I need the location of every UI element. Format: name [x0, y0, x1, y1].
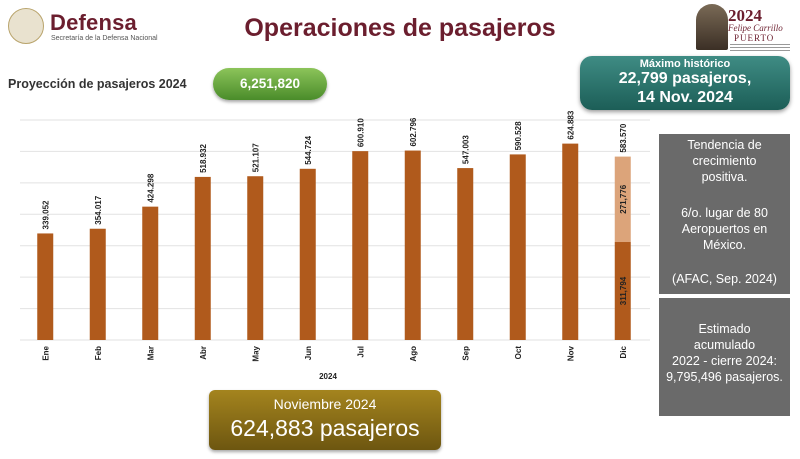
trend-box: Tendencia de crecimiento positiva. 6/o. … — [659, 134, 790, 294]
x-tick-label: Jun — [304, 346, 313, 360]
trend-line-2: crecimiento — [692, 154, 757, 168]
defensa-logo: Defensa Secretaría de la Defensa Naciona… — [8, 8, 228, 44]
bar-oct — [509, 154, 526, 340]
trend-line-4: 6/o. lugar de 80 — [681, 206, 768, 220]
year-logo-name: Felipe Carrillo — [728, 23, 783, 33]
november-title: Noviembre 2024 — [273, 396, 377, 412]
record-title: Máximo histórico — [639, 58, 731, 70]
accum-line-2: acumulado — [693, 338, 756, 352]
bar-inner-label: 271,776 — [619, 184, 628, 213]
brand-subtitle: Secretaría de la Defensa Nacional — [51, 35, 158, 42]
bar-value-label: 544.724 — [304, 135, 313, 164]
year-logo-lastname: PUERTO — [734, 33, 775, 43]
bar-abr — [194, 176, 211, 340]
november-box: Noviembre 2024 624,883 pasajeros — [209, 390, 441, 450]
bar-feb — [89, 228, 106, 340]
x-tick-label: Feb — [94, 346, 103, 360]
portrait-icon — [696, 4, 728, 50]
projection-label: Proyección de pasajeros 2024 — [8, 77, 187, 91]
bar-dic-projected — [614, 156, 631, 243]
x-tick-label: Ago — [409, 346, 418, 362]
bar-nov — [562, 143, 579, 340]
bar-value-label: 583.570 — [619, 123, 628, 152]
bar-dic-real — [614, 242, 631, 340]
trend-line-1: Tendencia de — [687, 138, 762, 152]
accum-line-1: Estimado — [698, 322, 751, 336]
bar-value-label: 547.003 — [461, 135, 470, 164]
x-tick-label: Sep — [461, 346, 470, 361]
year-logo-text: 2024 — [728, 6, 762, 25]
x-tick-label: Jul — [356, 346, 365, 358]
bar-value-label: 518.932 — [199, 143, 208, 172]
record-box: Máximo histórico 22,799 pasajeros, 14 No… — [580, 56, 790, 110]
bar-ago — [404, 150, 421, 340]
bar-value-label: 521.107 — [251, 143, 260, 172]
national-seal-icon — [8, 8, 44, 44]
chart-bars — [37, 143, 631, 340]
x-axis-title: 2024 — [319, 372, 337, 381]
passengers-bar-chart: 339.052 Ene 354.017 Feb 424.298 Mar 518.932 Abr… — [20, 110, 650, 381]
x-tick-label: Mar — [146, 346, 155, 360]
x-tick-label: Dic — [619, 345, 628, 358]
record-date: 14 Nov. 2024 — [637, 89, 733, 106]
x-tick-label: May — [251, 345, 260, 361]
bar-mar — [142, 206, 159, 340]
november-value: 624,883 pasajeros — [230, 415, 420, 441]
x-tick-label: Nov — [566, 345, 575, 361]
bar-value-label: 424.298 — [146, 173, 155, 202]
bar-value-label: 602.796 — [409, 117, 418, 146]
bar-sep — [457, 168, 474, 340]
page-title: Operaciones de pasajeros — [244, 14, 556, 42]
x-tick-label: Oct — [514, 346, 523, 360]
bar-value-label: 600.910 — [356, 118, 365, 147]
accumulated-box: Estimado acumulado 2022 - cierre 2024: 9… — [659, 298, 790, 416]
chart-labels: 339.052 Ene 354.017 Feb 424.298 Mar 518.932 Abr… — [41, 110, 628, 361]
x-tick-label: Abr — [199, 346, 208, 360]
bar-jun — [299, 168, 316, 340]
year-logo-lines — [730, 44, 790, 52]
bar-value-label: 624.883 — [566, 110, 575, 139]
year-logo: 2024 Felipe Carrillo PUERTO — [690, 4, 800, 56]
brand-name: Defensa — [50, 10, 137, 35]
bar-ene — [37, 233, 54, 340]
bar-may — [247, 176, 264, 340]
bar-value-label: 354.017 — [94, 195, 103, 224]
accum-line-4: 9,795,496 pasajeros. — [666, 370, 783, 384]
trend-line-3: positiva. — [701, 170, 748, 184]
bar-value-label: 590.528 — [514, 121, 523, 150]
x-tick-label: Ene — [41, 345, 50, 360]
bar-inner-label: 311,794 — [619, 276, 628, 305]
projection-value: 6,251,820 — [213, 68, 327, 100]
chart-grid — [20, 119, 650, 341]
trend-source: (AFAC, Sep. 2024) — [672, 272, 777, 286]
accum-line-3: 2022 - cierre 2024: — [672, 354, 777, 368]
trend-line-6: México. — [702, 238, 747, 252]
bar-value-label: 339.052 — [41, 200, 50, 229]
record-value: 22,799 pasajeros, — [618, 70, 752, 87]
trend-line-5: Aeropuertos en — [681, 222, 768, 236]
bar-jul — [352, 151, 369, 340]
